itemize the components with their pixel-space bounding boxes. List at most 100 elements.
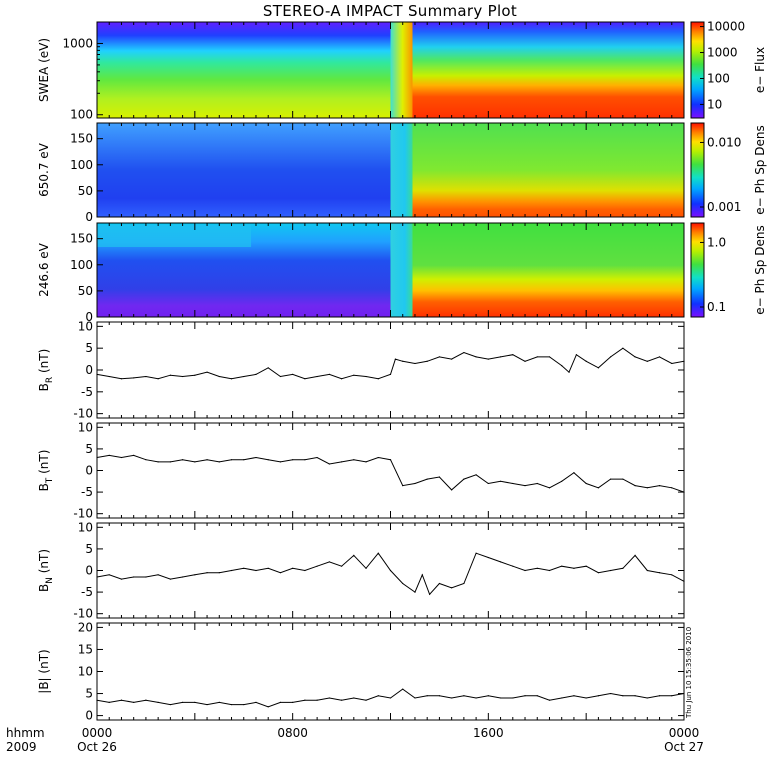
data-point — [243, 567, 245, 569]
data-point — [475, 552, 477, 554]
data-point — [316, 565, 318, 567]
data-point — [120, 378, 123, 380]
colorbar-tick-label: 1.0 — [707, 235, 726, 249]
data-point — [255, 701, 257, 703]
data-point — [658, 485, 661, 487]
data-point — [218, 572, 220, 574]
data-point — [426, 695, 428, 697]
colorbar-tick-label: 0.1 — [707, 300, 726, 314]
time-format-label: hhmm — [6, 726, 45, 740]
data-point — [548, 569, 551, 572]
data-point — [561, 565, 563, 567]
data-point — [328, 463, 330, 465]
data-point — [394, 358, 396, 360]
data-point — [585, 360, 587, 362]
data-point — [108, 701, 110, 703]
data-point — [499, 697, 502, 699]
y-tick-label: 0 — [85, 464, 93, 478]
data-point — [438, 476, 441, 478]
colorbar-label: e− Ph Sp Dens — [753, 225, 767, 314]
data-point — [414, 697, 416, 699]
data-point — [634, 356, 636, 358]
data-point — [365, 699, 367, 701]
data-point — [316, 375, 318, 378]
colorbar-tick-label: 10 — [707, 97, 722, 111]
data-point — [634, 485, 636, 487]
data-point — [377, 695, 379, 697]
data-point — [279, 701, 282, 703]
y-tick-label: -10 — [73, 507, 93, 521]
data-point — [389, 697, 392, 699]
data-point — [622, 347, 624, 349]
data-point — [292, 373, 294, 375]
data-point — [402, 485, 404, 487]
data-point — [487, 695, 489, 697]
spectrum-post-shock — [412, 22, 684, 118]
data-point — [243, 459, 245, 461]
data-point — [169, 374, 171, 376]
data-point — [120, 456, 123, 459]
data-point — [622, 478, 624, 480]
data-point — [292, 459, 294, 461]
data-point — [96, 456, 98, 459]
y-tick-label: 50 — [78, 184, 93, 198]
spectrum-post-shock — [412, 123, 684, 217]
data-point — [573, 567, 575, 569]
spectrum-transition — [390, 123, 415, 217]
data-point — [487, 358, 489, 360]
data-point — [597, 695, 599, 697]
time-tick-label: 0000 — [82, 726, 113, 740]
y-tick-label: 10 — [78, 420, 93, 434]
data-point — [438, 695, 441, 697]
data-point — [120, 699, 123, 701]
y-tick-label: 0 — [85, 363, 93, 377]
data-point — [499, 356, 502, 358]
y-axis-label: |B| (nT) — [37, 649, 51, 693]
data-point — [536, 356, 538, 358]
data-point — [267, 459, 269, 461]
data-point — [218, 375, 220, 378]
data-point — [646, 697, 648, 699]
data-point — [402, 360, 404, 362]
data-point — [255, 373, 257, 375]
data-point — [634, 695, 636, 697]
data-point — [316, 456, 318, 459]
data-point — [671, 695, 673, 697]
data-point — [365, 375, 367, 378]
y-axis-label: 650.7 eV — [37, 142, 51, 197]
y-tick-label: 100 — [70, 108, 93, 122]
data-point — [451, 489, 453, 491]
data-point — [157, 461, 159, 463]
data-point — [585, 565, 587, 567]
data-point — [414, 591, 416, 593]
data-point — [524, 695, 526, 697]
data-point — [683, 580, 685, 582]
data-point — [267, 567, 269, 569]
data-point — [524, 360, 526, 362]
data-point — [536, 567, 538, 569]
data-point — [610, 692, 612, 695]
data-point — [194, 461, 196, 463]
data-point — [230, 378, 233, 380]
timestamp-label: Thu Jun 10 15:35:06 2010 — [685, 627, 693, 719]
spectrum-pre-shock — [97, 123, 393, 217]
data-point — [133, 454, 135, 456]
colorbar — [690, 122, 705, 218]
time-tick-label: 0000 — [669, 726, 700, 740]
series-line — [96, 552, 685, 596]
data-point — [279, 461, 282, 463]
data-point — [340, 699, 343, 701]
line-panel-7: 0 5 10 15 20 |B| (nT) — [37, 620, 685, 723]
line-panel-6: -10 -5 0 5 10 BN (nT) — [37, 520, 685, 621]
data-point — [230, 569, 233, 572]
data-point — [512, 354, 514, 356]
y-tick-label: 0 — [85, 709, 93, 723]
spectrum-high-angle-band — [97, 225, 252, 247]
data-point — [304, 569, 306, 572]
colorbar-tick-label: 10000 — [707, 20, 745, 34]
line-panel-5: -10 -5 0 5 10 BT (nT) — [37, 420, 685, 521]
y-tick-label: 10 — [78, 665, 93, 679]
data-point — [328, 697, 330, 699]
spectrogram-panel-2: 0 50 100 150 650.7 eV 0.001 0.010 e− Ph Sp Dens — [37, 122, 767, 224]
data-point — [145, 576, 147, 578]
